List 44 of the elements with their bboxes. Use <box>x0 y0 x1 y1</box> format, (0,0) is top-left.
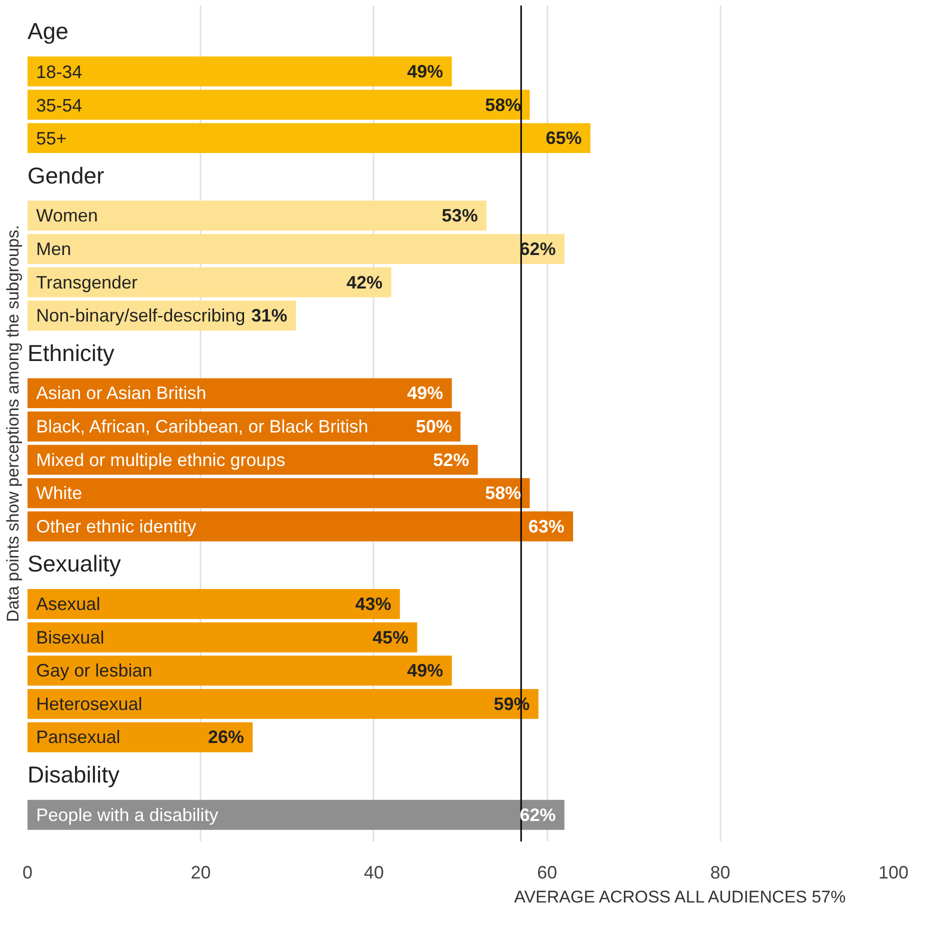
y-tick-label: Women <box>36 206 98 226</box>
y-tick-label: White <box>36 483 82 504</box>
series-label: Gender <box>28 162 105 188</box>
y-tick-label: 35-54 <box>36 95 82 116</box>
y-tick-label: Transgender <box>36 272 138 292</box>
data-label: 65% <box>546 128 582 148</box>
series-label: Disability <box>28 762 120 788</box>
data-label: 26% <box>208 727 244 748</box>
y-tick-label: Other ethnic identity <box>36 516 196 536</box>
data-label: 49% <box>407 61 444 82</box>
y-tick-label: Non-binary/self-describing <box>36 306 246 326</box>
data-label: 31% <box>251 306 288 326</box>
y-tick-label: Black, African, Caribbean, or Black British <box>36 416 368 436</box>
y-tick-label: People with a disability <box>36 804 218 825</box>
series-label: Sexuality <box>28 550 122 577</box>
x-tick-label: 60 <box>537 862 558 882</box>
y-tick-label: Gay or lesbian <box>36 660 152 681</box>
data-label: 43% <box>355 594 392 614</box>
y-tick-label: Heterosexual <box>36 694 142 714</box>
y-tick-label: Asexual <box>36 594 100 614</box>
y-tick-label: Mixed or multiple ethnic groups <box>36 450 286 470</box>
data-label: 53% <box>442 206 478 226</box>
x-tick-label: 20 <box>190 862 211 882</box>
series-label: Age <box>28 18 68 44</box>
y-tick-label: Bisexual <box>36 627 104 648</box>
x-tick-label: 100 <box>878 862 909 882</box>
x-tick-label: 80 <box>710 862 730 882</box>
data-label: 49% <box>407 383 444 404</box>
data-label: 49% <box>407 660 444 681</box>
data-label: 42% <box>346 272 383 292</box>
y-tick-label: Men <box>36 238 72 259</box>
y-tick-label: Asian or Asian British <box>36 383 206 404</box>
data-label: 52% <box>433 450 470 470</box>
data-label: 45% <box>372 627 409 648</box>
ref-line-label: AVERAGE ACROSS ALL AUDIENCES 57% <box>514 888 846 906</box>
y-tick-label: Pansexual <box>36 727 120 748</box>
y-axis-title: Data points show perceptions among the subgroups. <box>4 225 22 622</box>
data-label: 63% <box>528 516 564 536</box>
series-label: Ethnicity <box>28 340 115 366</box>
y-tick-label: 55+ <box>36 128 67 149</box>
y-tick-label: 18-34 <box>36 62 82 82</box>
x-tick-label: 40 <box>364 862 384 882</box>
data-label: 50% <box>416 416 452 436</box>
x-tick-label: 0 <box>22 862 33 882</box>
